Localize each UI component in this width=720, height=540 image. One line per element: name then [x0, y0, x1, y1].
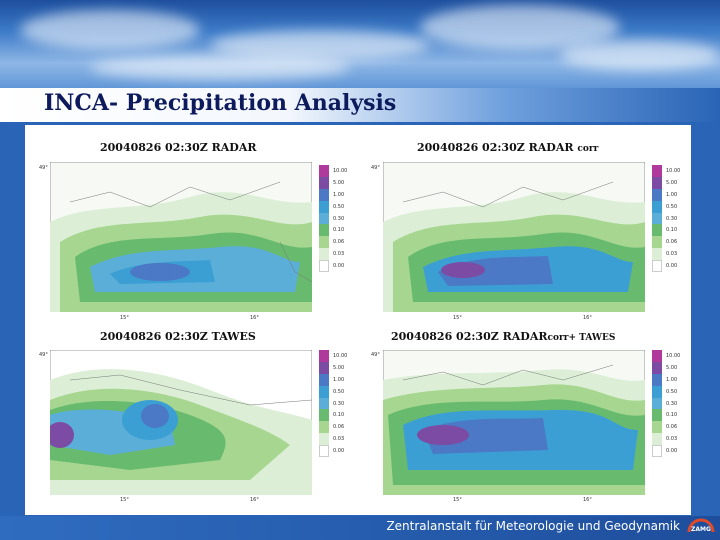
slide-title: INCA- Precipitation Analysis — [44, 90, 397, 116]
panel-3-title: 20040826 02:30Z TAWES — [100, 330, 256, 343]
panel-4-lon-label-2: 16° — [583, 497, 592, 503]
panel-3-map — [50, 350, 312, 495]
panel-1-lon-label-2: 16° — [250, 315, 259, 321]
panel-1-title: 20040826 02:30Z RADAR — [100, 141, 257, 154]
panel-4-lon-label-1: 15° — [453, 497, 462, 503]
panel-2-lon-label-2: 16° — [583, 315, 592, 321]
panel-3-lon-label-2: 16° — [250, 497, 259, 503]
panel-2-product: RADAR — [528, 141, 574, 154]
panel-4-lat-label: 49° — [371, 352, 380, 358]
panel-4-suffix: corr+ TAWES — [547, 333, 616, 343]
header-sky-background — [0, 0, 720, 90]
zamg-logo-icon: ZAMG — [687, 518, 715, 533]
title-band — [0, 88, 720, 122]
panel-4-title: 20040826 02:30Z RADARcorr+ TAWES — [391, 330, 615, 343]
panel-2-title: 20040826 02:30Z RADAR corr — [417, 141, 598, 154]
panel-3-product: TAWES — [211, 330, 256, 343]
panel-2-suffix: corr — [577, 144, 599, 154]
panel-2-lon-label-1: 15° — [453, 315, 462, 321]
map-figure: 20040826 02:30Z RADAR 49° 15° 16° 10.00 … — [25, 125, 691, 515]
zamg-logo-text: ZAMG — [691, 526, 711, 533]
panel-2-legend: 10.00 5.00 1.00 0.50 0.30 0.10 0.06 0.03… — [652, 165, 696, 273]
panel-1-legend: 10.00 5.00 1.00 0.50 0.30 0.10 0.06 0.03… — [319, 165, 363, 273]
panel-1-product: RADAR — [211, 141, 257, 154]
panel-1-time: 20040826 02:30Z — [100, 141, 208, 154]
panel-3-time: 20040826 02:30Z — [100, 330, 208, 343]
panel-3-lat-label: 49° — [39, 352, 48, 358]
panel-2-map — [383, 162, 645, 312]
panel-4-map — [383, 350, 645, 495]
panel-3-legend: 10.00 5.00 1.00 0.50 0.30 0.10 0.06 0.03… — [319, 350, 363, 458]
panel-4-product: RADAR — [502, 330, 548, 343]
footer-bar: Zentralanstalt für Meteorologie und Geod… — [0, 516, 720, 540]
footer-institution: Zentralanstalt für Meteorologie und Geod… — [386, 519, 680, 533]
panel-4-time: 20040826 02:30Z — [391, 330, 499, 343]
panel-3-lon-label-1: 15° — [120, 497, 129, 503]
panel-2-lat-label: 49° — [371, 165, 380, 171]
panel-4-legend: 10.00 5.00 1.00 0.50 0.30 0.10 0.06 0.03… — [652, 350, 696, 458]
panel-1-map — [50, 162, 312, 312]
panel-1-lat-label: 49° — [39, 165, 48, 171]
panel-2-time: 20040826 02:30Z — [417, 141, 525, 154]
panel-1-lon-label-1: 15° — [120, 315, 129, 321]
